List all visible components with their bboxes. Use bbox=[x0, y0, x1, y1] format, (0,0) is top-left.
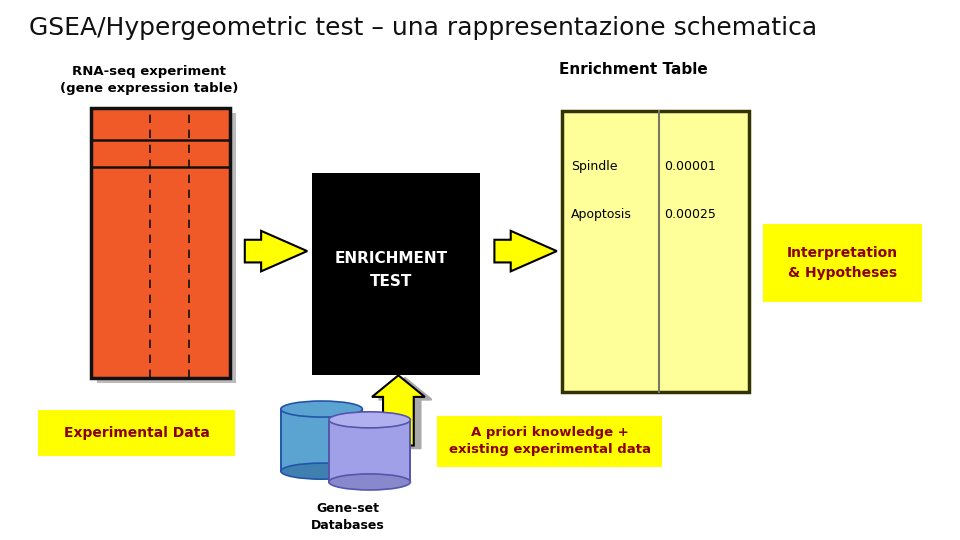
Bar bbox=[91, 108, 230, 378]
Text: RNA-seq experiment
(gene expression table): RNA-seq experiment (gene expression tabl… bbox=[60, 65, 238, 95]
Text: Apoptosis: Apoptosis bbox=[571, 208, 632, 221]
Text: Enrichment Table: Enrichment Table bbox=[560, 62, 708, 77]
Bar bbox=[280, 409, 363, 471]
Bar bbox=[437, 416, 662, 467]
Text: 0.00001: 0.00001 bbox=[664, 160, 716, 173]
Bar bbox=[97, 113, 236, 383]
FancyArrow shape bbox=[372, 375, 424, 445]
Bar bbox=[38, 410, 235, 456]
FancyArrow shape bbox=[245, 231, 307, 271]
Text: Experimental Data: Experimental Data bbox=[64, 427, 209, 440]
FancyArrow shape bbox=[378, 378, 431, 448]
FancyArrow shape bbox=[494, 231, 557, 271]
Text: Interpretation
& Hypotheses: Interpretation & Hypotheses bbox=[787, 246, 898, 280]
Text: GSEA/Hypergeometric test – una rappresentazione schematica: GSEA/Hypergeometric test – una rappresen… bbox=[29, 16, 817, 40]
Bar bbox=[562, 111, 749, 392]
Bar bbox=[763, 224, 922, 302]
Text: Gene-set
Databases: Gene-set Databases bbox=[311, 502, 384, 532]
Text: ENRICHMENT
TEST: ENRICHMENT TEST bbox=[334, 252, 447, 288]
Text: 0.00025: 0.00025 bbox=[664, 208, 716, 221]
Text: Spindle: Spindle bbox=[571, 160, 617, 173]
Ellipse shape bbox=[280, 463, 363, 479]
Ellipse shape bbox=[328, 412, 411, 428]
Ellipse shape bbox=[280, 401, 363, 417]
Ellipse shape bbox=[328, 474, 411, 490]
Bar bbox=[312, 173, 480, 375]
Bar bbox=[328, 420, 411, 482]
Text: A priori knowledge +
existing experimental data: A priori knowledge + existing experiment… bbox=[448, 427, 651, 456]
